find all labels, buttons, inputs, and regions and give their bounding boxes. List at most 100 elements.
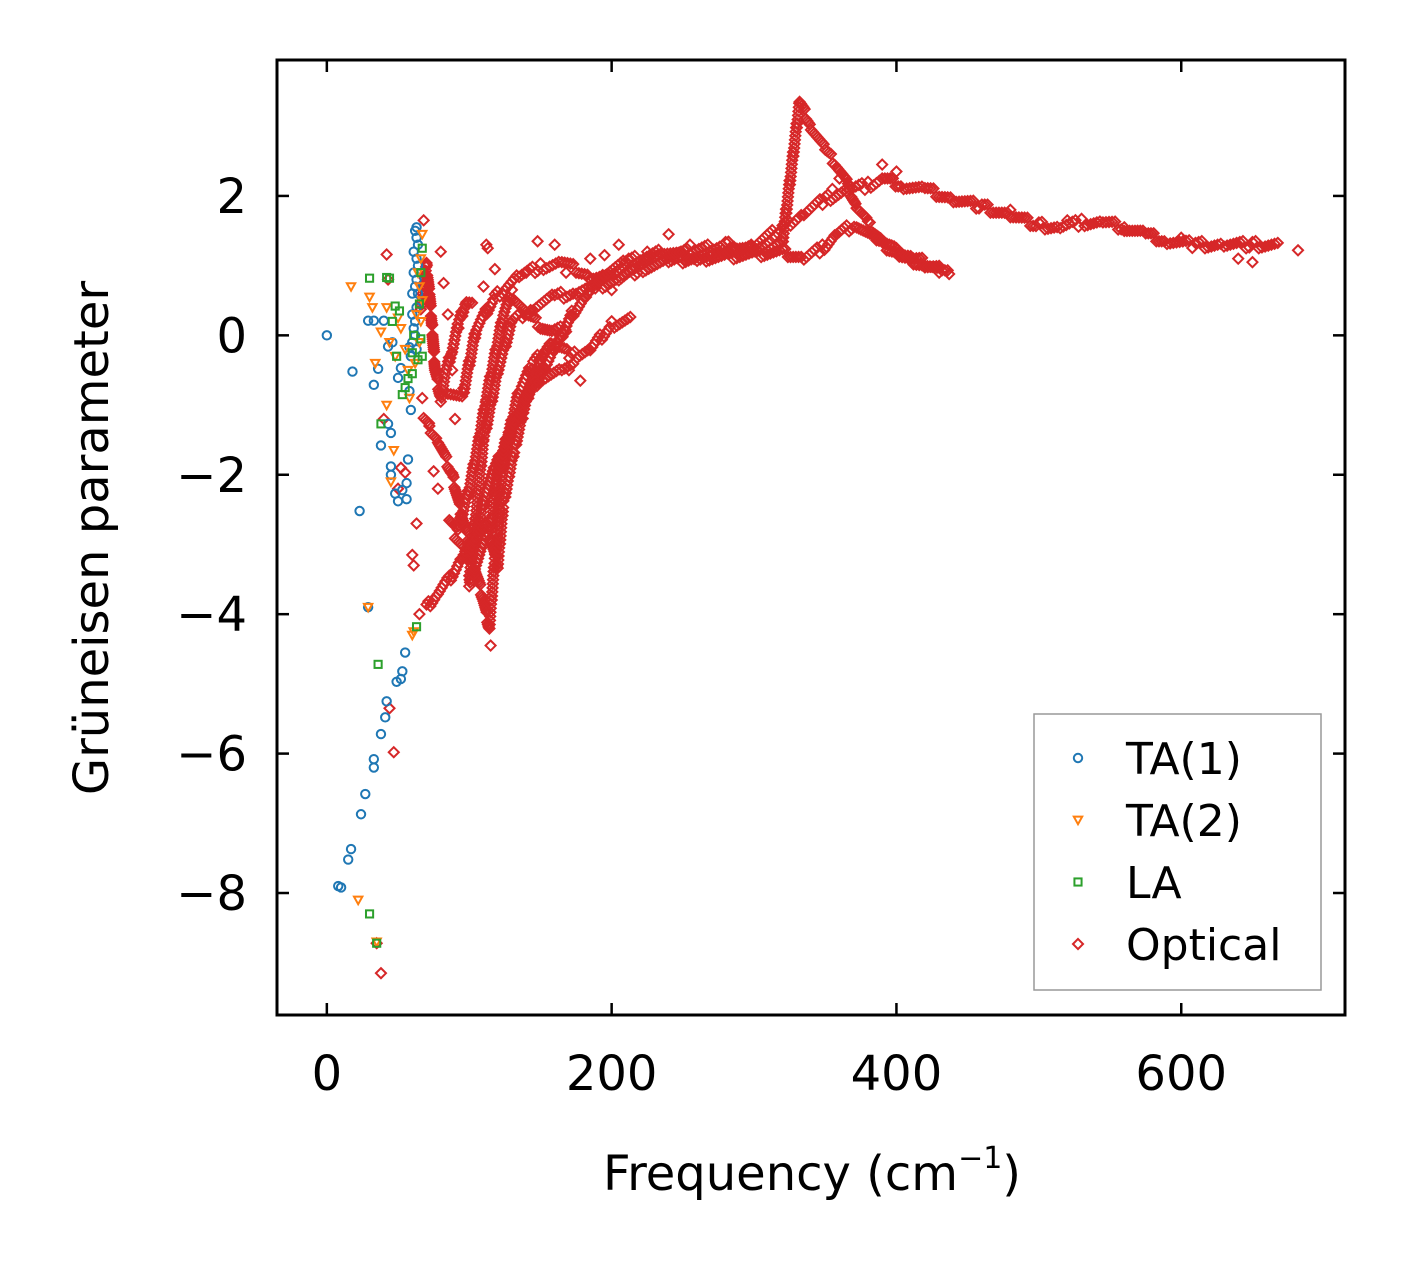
optical-point [1271, 236, 1285, 250]
optical-point [612, 238, 626, 252]
optical-point [1220, 239, 1234, 253]
optical-point [423, 294, 437, 308]
optical-point [614, 256, 627, 270]
optical-point [941, 263, 955, 277]
optical-point [826, 231, 840, 245]
optical-point [479, 302, 493, 316]
optical-point [465, 296, 479, 310]
legend-entry-optical: Optical [1071, 920, 1281, 971]
optical-point [426, 338, 440, 352]
optical-point [662, 227, 676, 241]
data-layer [321, 95, 1305, 980]
x-axis-label-superscript: −1 [958, 1141, 1002, 1176]
optical-point [781, 213, 795, 227]
optical-point [1255, 240, 1269, 254]
la-point [414, 299, 424, 309]
ta-1--point [405, 404, 417, 416]
ta-1--point [347, 366, 358, 377]
optical-point [442, 569, 456, 583]
optical-point [1217, 240, 1231, 253]
optical-point [484, 639, 498, 653]
x-tick-label: 400 [851, 1046, 943, 1102]
la-point [392, 351, 402, 361]
optical-point [381, 273, 395, 287]
optical-point [566, 287, 580, 301]
plot-frame [275, 58, 1347, 1017]
ta-1--point [368, 753, 380, 765]
optical-point [810, 241, 824, 255]
optical-point [622, 252, 636, 266]
optical-point [585, 280, 599, 294]
optical-point [727, 252, 741, 266]
optical-point [452, 321, 465, 335]
la-point [407, 348, 417, 358]
optical-point [672, 246, 686, 259]
optical-point [708, 251, 722, 265]
optical-point [507, 446, 521, 460]
y-tick-label: −6 [176, 727, 247, 783]
legend-label: TA(2) [1125, 796, 1242, 847]
optical-point [462, 296, 476, 310]
optical-point [1189, 236, 1202, 250]
optical-point [901, 249, 915, 263]
optical-point [1239, 241, 1253, 255]
ta-1--point [360, 788, 371, 800]
optical-point [380, 248, 394, 261]
la-point [364, 909, 375, 919]
optical-point [434, 245, 448, 259]
optical-point [1264, 238, 1278, 252]
ta-1--point [411, 222, 422, 233]
optical-point [546, 341, 560, 355]
optical-point [875, 234, 889, 248]
optical-point [526, 378, 540, 392]
x-axis-label-close: ) [1002, 1146, 1021, 1202]
optical-point [690, 250, 704, 264]
x-tick-label: 600 [1135, 1046, 1227, 1102]
y-tick-label: 2 [216, 169, 247, 225]
la-point [400, 383, 410, 393]
optical-point [881, 171, 894, 185]
optical-point [422, 419, 436, 433]
optical-point [652, 243, 665, 257]
optical-point [544, 336, 558, 350]
optical-point [1201, 240, 1215, 254]
optical-point [605, 283, 619, 297]
optical-point [548, 238, 562, 252]
optical-point [1198, 241, 1212, 255]
x-tick-label: 0 [312, 1046, 343, 1102]
optical-point [562, 363, 576, 377]
optical-point [559, 266, 573, 280]
legend-label: TA(1) [1125, 734, 1242, 785]
optical-point [1084, 217, 1098, 231]
ta-1--point [375, 728, 387, 740]
optical-point [1003, 203, 1017, 217]
optical-point [421, 275, 435, 289]
series-optical [370, 95, 1305, 980]
optical-point [431, 482, 445, 496]
optical-point [754, 250, 768, 264]
optical-point [681, 253, 695, 267]
optical-point [1174, 231, 1188, 245]
optical-point [405, 548, 419, 562]
optical-point [739, 248, 753, 262]
ta-1--point [368, 379, 380, 391]
optical-point [383, 701, 396, 715]
optical-point [765, 223, 779, 237]
optical-point [1204, 240, 1218, 253]
optical-point [531, 234, 545, 248]
ta-1--point [362, 315, 374, 326]
optical-point [580, 268, 594, 282]
optical-point [1261, 239, 1275, 253]
optical-point [557, 341, 571, 355]
ta-2--point [416, 229, 429, 241]
optical-point [719, 235, 733, 249]
y-tick-label: −4 [176, 587, 247, 643]
optical-point [505, 283, 519, 297]
la-point [394, 306, 405, 316]
legend-marker [1072, 815, 1084, 827]
optical-point [1291, 243, 1305, 257]
optical-point [478, 599, 492, 612]
optical-point [747, 241, 761, 255]
optical-point [813, 246, 827, 260]
